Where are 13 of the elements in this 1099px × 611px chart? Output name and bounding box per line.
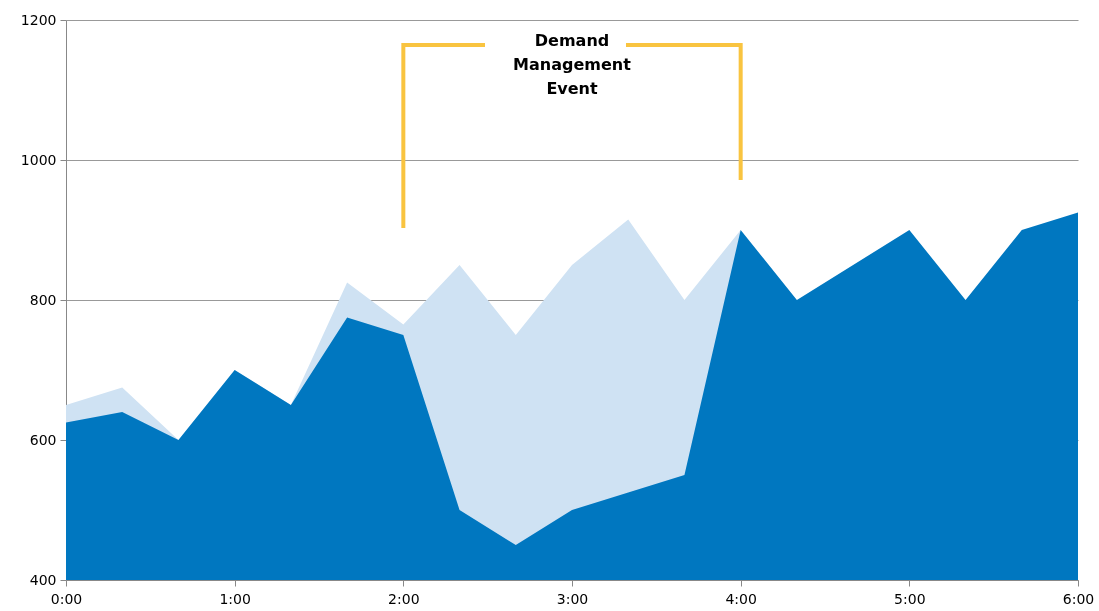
x-tick-label: 6:00 xyxy=(1062,590,1095,607)
y-tick-label: 800 xyxy=(29,291,57,308)
x-tick-label: 1:00 xyxy=(219,590,251,607)
y-tick-label: 1200 xyxy=(20,11,57,28)
y-tick-label: 400 xyxy=(29,571,57,588)
x-tick-label: 2:00 xyxy=(388,590,420,607)
y-tick-label: 1000 xyxy=(20,151,57,168)
annotation: Demand Management Event xyxy=(513,31,632,98)
x-tick-label: 0:00 xyxy=(50,590,83,607)
x-tick-label: 3:00 xyxy=(556,590,589,607)
y-tick-label: 600 xyxy=(29,431,57,448)
x-tick-label: 4:00 xyxy=(725,590,757,607)
x-tick-label: 5:00 xyxy=(894,590,926,607)
